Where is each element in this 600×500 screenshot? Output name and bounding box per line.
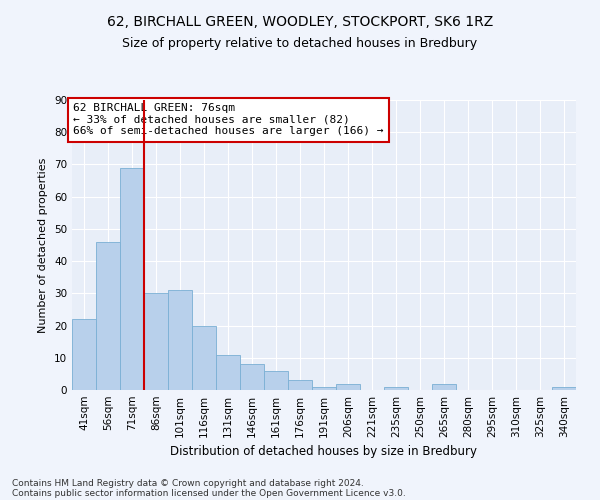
Bar: [120, 168, 144, 390]
Bar: [96, 242, 120, 390]
Bar: [144, 294, 168, 390]
Text: 62 BIRCHALL GREEN: 76sqm
← 33% of detached houses are smaller (82)
66% of semi-d: 62 BIRCHALL GREEN: 76sqm ← 33% of detach…: [73, 103, 384, 136]
Bar: [72, 319, 96, 390]
Bar: [288, 380, 312, 390]
Bar: [432, 384, 456, 390]
Bar: [192, 326, 216, 390]
Bar: [216, 354, 240, 390]
Bar: [552, 387, 576, 390]
Text: Contains HM Land Registry data © Crown copyright and database right 2024.: Contains HM Land Registry data © Crown c…: [12, 478, 364, 488]
Bar: [168, 290, 192, 390]
Bar: [264, 370, 288, 390]
Bar: [336, 384, 360, 390]
Text: Contains public sector information licensed under the Open Government Licence v3: Contains public sector information licen…: [12, 488, 406, 498]
Bar: [384, 387, 408, 390]
X-axis label: Distribution of detached houses by size in Bredbury: Distribution of detached houses by size …: [170, 446, 478, 458]
Text: Size of property relative to detached houses in Bredbury: Size of property relative to detached ho…: [122, 38, 478, 51]
Bar: [312, 387, 336, 390]
Text: 62, BIRCHALL GREEN, WOODLEY, STOCKPORT, SK6 1RZ: 62, BIRCHALL GREEN, WOODLEY, STOCKPORT, …: [107, 15, 493, 29]
Bar: [240, 364, 264, 390]
Y-axis label: Number of detached properties: Number of detached properties: [38, 158, 49, 332]
